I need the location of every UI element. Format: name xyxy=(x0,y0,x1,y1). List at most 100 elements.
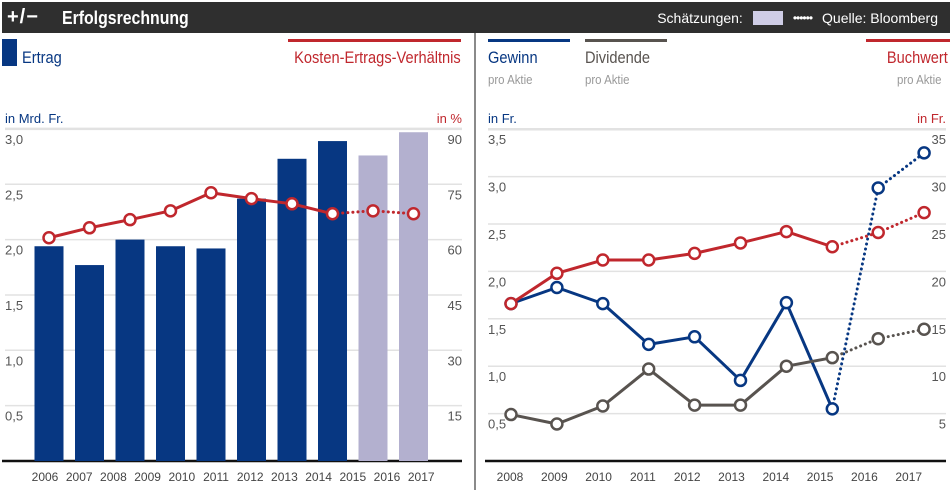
line-gewinn-segment xyxy=(647,335,697,346)
line-gewinn-point xyxy=(550,280,564,295)
bar-ertrag xyxy=(318,141,347,461)
x-tick-label: 2009 xyxy=(541,470,568,484)
y-tick-left: 2,0 xyxy=(488,274,506,289)
y-tick-right: 10 xyxy=(932,369,946,384)
x-tick-label: 2011 xyxy=(203,470,229,484)
x-tick-label: 2012 xyxy=(237,470,264,484)
line-kosten-ertrags-segment xyxy=(88,218,132,230)
legend-ertrag: Ertrag xyxy=(22,48,62,67)
line-kosten-ertrags-point xyxy=(325,207,340,221)
x-tick-label: 2016 xyxy=(851,470,878,484)
line-kosten-ertrags-point xyxy=(285,197,299,211)
page-title: Erfolgsrechnung xyxy=(62,8,189,28)
line-gewinn-point xyxy=(871,181,885,195)
line-dividende-point xyxy=(825,350,840,365)
x-tick-label: 2014 xyxy=(762,470,789,484)
x-tick-label: 2014 xyxy=(305,470,332,484)
y-tick-right: 5 xyxy=(939,417,946,432)
line-dividende-point xyxy=(917,322,931,336)
line-dividende-segment xyxy=(555,404,605,426)
line-gewinn-segment xyxy=(739,301,788,382)
y-tick-right: 20 xyxy=(932,274,946,289)
line-kosten-ertrags-segment xyxy=(128,209,172,222)
line-gewinn-point xyxy=(779,295,794,310)
line-kosten-ertrags-segment xyxy=(169,191,213,213)
y-axis-label-right: in % xyxy=(437,111,463,126)
y-tick-left: 2,0 xyxy=(5,243,23,258)
line-gewinn-segment xyxy=(830,186,880,411)
legend-line-buchwert xyxy=(866,39,950,42)
x-tick-label: 2013 xyxy=(271,470,298,484)
bar-ertrag xyxy=(196,248,226,461)
line-dividende-segment xyxy=(830,337,880,360)
line-kosten-ertrags-point xyxy=(163,204,178,218)
x-tick-label: 2006 xyxy=(32,470,59,484)
bar-ertrag xyxy=(237,198,266,462)
y-tick-left: 2,5 xyxy=(5,187,23,202)
line-kosten-ertrags-segment xyxy=(331,209,375,216)
y-tick-right: 30 xyxy=(448,353,462,368)
plus-minus-icon: +/− xyxy=(7,6,39,28)
y-tick-left: 3,0 xyxy=(488,180,506,195)
line-buchwert-segment xyxy=(830,231,880,249)
y-tick-right: 30 xyxy=(932,180,946,195)
legend-gewinn: Gewinn xyxy=(488,48,538,67)
y-tick-right: 15 xyxy=(448,409,462,424)
bar-ertrag xyxy=(358,155,388,461)
line-buchwert-point xyxy=(871,225,885,240)
y-tick-left: 1,0 xyxy=(5,353,23,368)
legend-line-kosten xyxy=(288,39,461,42)
line-gewinn-point xyxy=(917,146,931,160)
y-axis-label-right: in Fr. xyxy=(917,111,946,126)
line-buchwert-point xyxy=(550,266,564,281)
legend-buchwert: Buchwert xyxy=(887,48,948,67)
legend-gewinn-sub: pro Aktie xyxy=(488,72,533,87)
estimate-swatch xyxy=(752,11,783,25)
line-gewinn-point xyxy=(641,337,656,352)
y-axis-label-left: in Fr. xyxy=(488,111,517,126)
estimates-label: Schätzungen: xyxy=(657,10,743,26)
line-dividende-point xyxy=(596,399,610,413)
line-buchwert-segment xyxy=(555,258,605,275)
line-gewinn-point xyxy=(596,296,610,311)
y-tick-left: 1,5 xyxy=(488,322,506,337)
line-kosten-ertrags-segment xyxy=(209,191,253,201)
line-dividende-point xyxy=(641,362,656,376)
y-tick-right: 35 xyxy=(932,132,946,147)
line-dividende-segment xyxy=(784,356,834,368)
line-kosten-ertrags-segment xyxy=(290,202,334,216)
x-tick-label: 2011 xyxy=(630,470,656,484)
line-buchwert-point xyxy=(825,240,840,254)
x-tick-label: 2007 xyxy=(66,470,93,484)
header-legend: Schätzungen: •••••• Quelle: Bloomberg xyxy=(657,10,938,26)
line-kosten-ertrags-point xyxy=(366,204,380,218)
x-tick-label: 2008 xyxy=(497,470,524,484)
line-dividende-point xyxy=(733,398,748,412)
line-gewinn-point xyxy=(733,373,748,388)
line-dividende-point xyxy=(687,398,702,412)
line-kosten-ertrags-point xyxy=(82,221,97,235)
bar-ertrag xyxy=(115,239,145,461)
line-buchwert-segment xyxy=(509,271,559,306)
line-gewinn-segment xyxy=(784,301,834,411)
line-kosten-ertrags-point xyxy=(244,191,259,206)
line-dividende-segment xyxy=(876,327,926,341)
legend-buchwert-sub: pro Aktie xyxy=(897,72,942,87)
source-label: Quelle: Bloomberg xyxy=(822,10,938,26)
header-bar: +/− Erfolgsrechnung Schätzungen: •••••• … xyxy=(2,2,950,33)
legend-line-dividende xyxy=(585,39,667,42)
line-kosten-ertrags-segment xyxy=(47,226,91,240)
bar-ertrag xyxy=(399,132,428,461)
legend-line-gewinn xyxy=(488,39,570,42)
line-gewinn-point xyxy=(825,402,840,416)
line-gewinn-segment xyxy=(601,302,651,346)
y-tick-right: 75 xyxy=(448,187,462,202)
bar-ertrag xyxy=(156,246,185,461)
x-tick-label: 2017 xyxy=(895,470,922,484)
x-tick-label: 2010 xyxy=(168,470,195,484)
line-kosten-ertrags-point xyxy=(123,212,137,227)
line-buchwert-segment xyxy=(647,251,697,262)
y-tick-right: 15 xyxy=(932,322,946,337)
line-gewinn-segment xyxy=(555,286,605,306)
x-tick-label: 2008 xyxy=(100,470,127,484)
